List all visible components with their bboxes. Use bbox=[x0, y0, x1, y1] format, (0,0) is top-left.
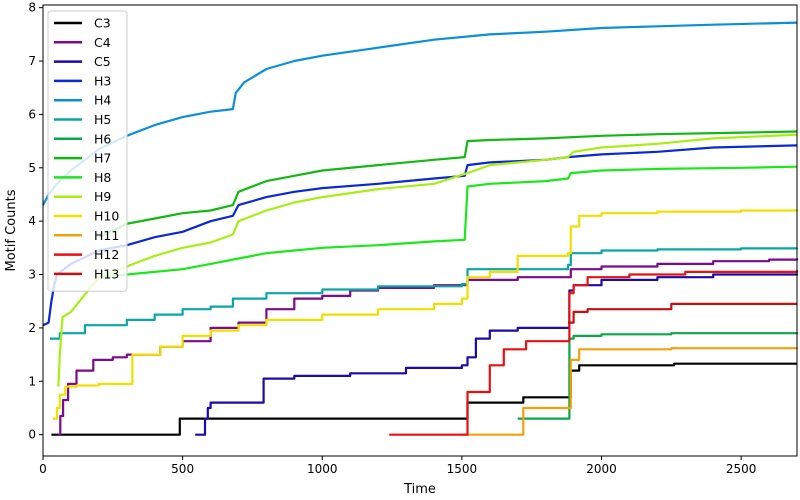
legend: C3 C4 C5 H3 H4 H5 H6 H7 H8 H9 H10 H11 H12 H13 bbox=[47, 10, 128, 292]
y-tick-label: 1 bbox=[28, 374, 36, 388]
y-tick-label: 3 bbox=[28, 268, 36, 282]
legend-label-c4: C4 bbox=[94, 35, 111, 50]
series-line-h5 bbox=[50, 247, 799, 340]
x-tick-label: 500 bbox=[171, 462, 194, 476]
y-tick-label: 2 bbox=[28, 321, 36, 335]
legend-label-c5: C5 bbox=[94, 54, 111, 69]
series-line-c5 bbox=[195, 273, 799, 436]
legend-label-h9: H9 bbox=[94, 189, 111, 204]
legend-label-h10: H10 bbox=[94, 209, 119, 224]
y-axis-ticks: 0 1 2 3 4 5 6 7 8 bbox=[28, 1, 43, 442]
y-tick-label: 7 bbox=[28, 54, 36, 68]
y-tick-label: 5 bbox=[28, 161, 36, 175]
legend-label-h5: H5 bbox=[94, 112, 111, 127]
legend-label-h6: H6 bbox=[94, 131, 111, 146]
y-tick-label: 8 bbox=[28, 1, 36, 15]
series-line-h12 bbox=[389, 270, 799, 436]
x-axis-label: Time bbox=[403, 482, 436, 497]
x-tick-label: 2000 bbox=[586, 462, 617, 476]
series-line-h11 bbox=[461, 347, 799, 436]
x-tick-label: 2500 bbox=[726, 462, 757, 476]
series-line-h4 bbox=[42, 21, 798, 206]
legend-label-c3: C3 bbox=[94, 16, 111, 31]
plot-area-frame bbox=[42, 4, 798, 457]
legend-label-h7: H7 bbox=[94, 151, 111, 166]
x-axis-ticks: 0 500 1000 1500 2000 2500 bbox=[39, 456, 756, 476]
y-axis-label: Motif Counts bbox=[4, 189, 19, 271]
series-line-h6 bbox=[517, 332, 799, 420]
series-line-h3 bbox=[42, 144, 798, 327]
x-tick-label: 0 bbox=[39, 462, 47, 476]
legend-label-h8: H8 bbox=[94, 170, 111, 185]
y-tick-label: 4 bbox=[28, 214, 36, 228]
series-line-c4 bbox=[58, 258, 799, 436]
series-line-h10 bbox=[52, 209, 799, 420]
legend-label-h13: H13 bbox=[94, 266, 119, 281]
legend-label-h4: H4 bbox=[94, 93, 111, 108]
legend-label-h3: H3 bbox=[94, 73, 111, 88]
x-tick-label: 1500 bbox=[447, 462, 478, 476]
series-line-h7 bbox=[98, 130, 798, 239]
series-layer bbox=[42, 21, 799, 436]
series-line-h13 bbox=[568, 302, 797, 324]
legend-label-h11: H11 bbox=[94, 228, 119, 243]
legend-label-h12: H12 bbox=[94, 247, 119, 262]
y-tick-label: 0 bbox=[28, 428, 36, 442]
series-line-h8 bbox=[98, 165, 798, 279]
x-tick-label: 1000 bbox=[307, 462, 338, 476]
y-tick-label: 6 bbox=[28, 107, 36, 121]
series-line-c3 bbox=[51, 362, 797, 436]
